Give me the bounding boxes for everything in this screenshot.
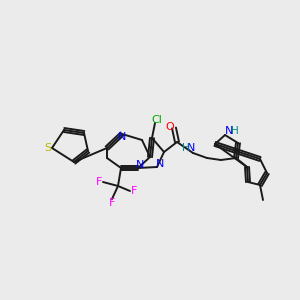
Text: N: N [187,143,195,153]
Text: O: O [166,122,174,132]
Text: F: F [131,186,137,196]
Text: F: F [109,198,115,208]
Text: N: N [136,160,144,170]
Text: N: N [225,126,233,136]
Text: H: H [231,126,239,136]
Text: F: F [96,177,102,187]
Text: S: S [44,143,52,153]
Text: N: N [118,132,126,142]
Text: N: N [156,159,164,169]
Text: Cl: Cl [152,115,162,125]
Text: H: H [182,143,190,153]
